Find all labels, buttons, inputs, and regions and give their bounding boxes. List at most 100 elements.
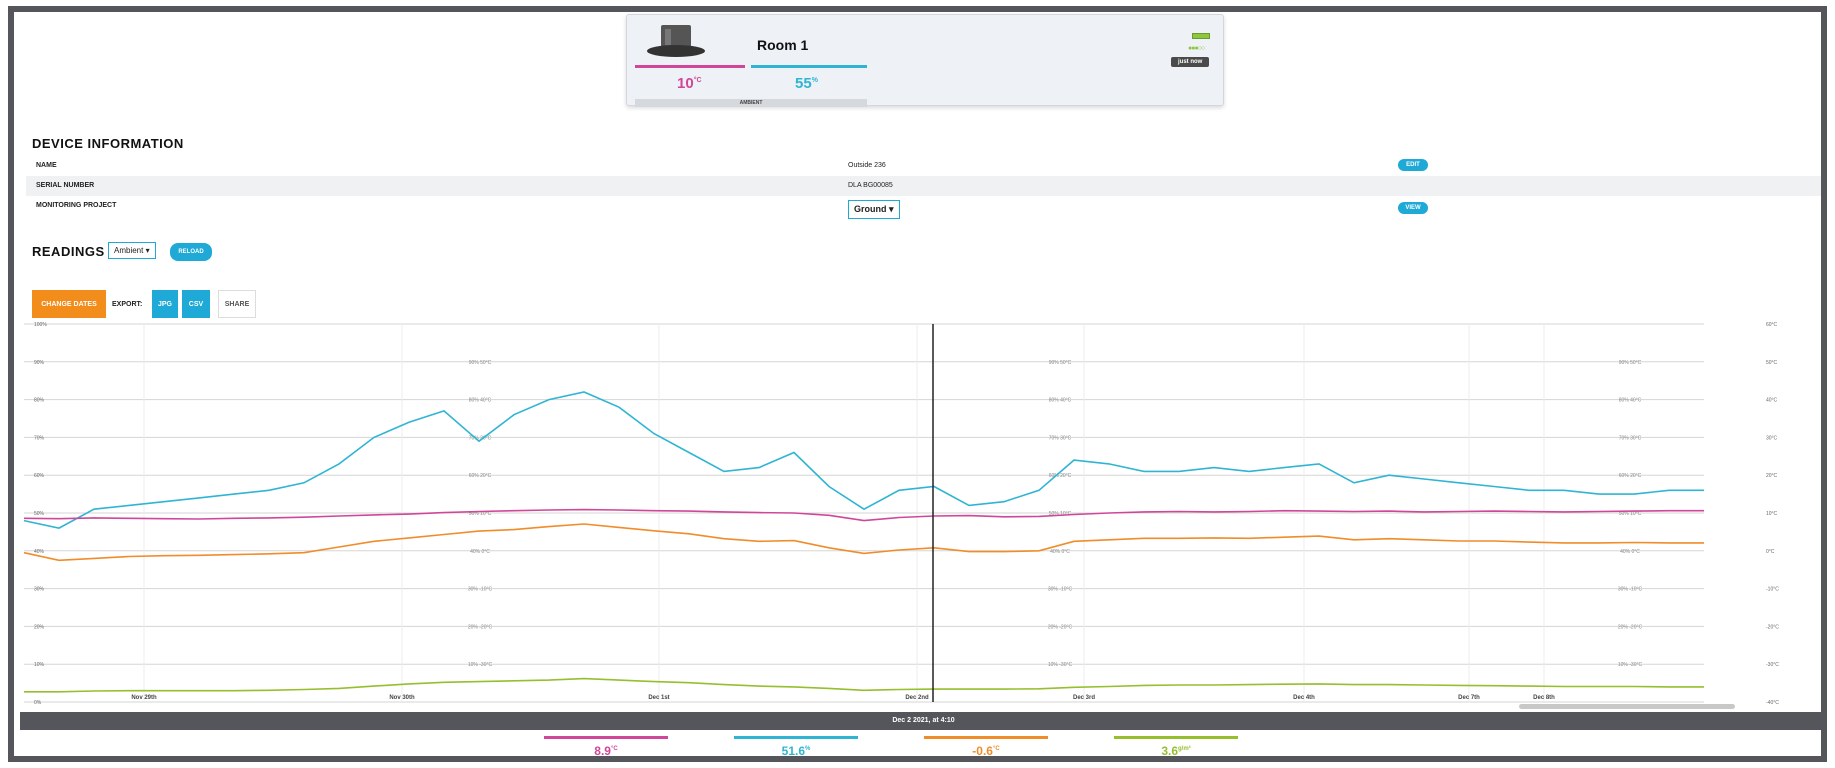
footer-dewpoint-value: -0.6°C bbox=[972, 744, 1000, 758]
left-tick-label: 20% bbox=[34, 624, 45, 630]
export-jpg-button[interactable]: JPG bbox=[152, 290, 178, 318]
share-button[interactable]: SHARE bbox=[218, 290, 256, 318]
inner-tick-label: 40% 0°C bbox=[1620, 549, 1640, 555]
inner-tick-label: 30% -10°C bbox=[1048, 587, 1073, 593]
inner-tick-label: 10% -30°C bbox=[1618, 662, 1643, 668]
footer-temperature-value: 8.9°C bbox=[594, 744, 618, 758]
inner-tick-label: 50% 10°C bbox=[1049, 511, 1072, 517]
left-tick-label: 10% bbox=[34, 662, 45, 668]
serial-number-value: DLA BG00085 bbox=[848, 182, 893, 189]
card-humidity: 55% bbox=[795, 75, 818, 92]
room-name: Room 1 bbox=[757, 37, 809, 53]
readings-chart[interactable]: 100% 60°C 90% 50°C 80% 40°C 70% 30°C 60% 20°C 50% 1… bbox=[14, 312, 1821, 712]
hat-icon bbox=[647, 25, 705, 57]
info-label: MONITORING PROJECT bbox=[36, 202, 117, 209]
inner-tick-label: 60% 20°C bbox=[1049, 473, 1072, 479]
right-tick-label: -10°C bbox=[1766, 587, 1779, 593]
inner-tick-label: 90% 50°C bbox=[1619, 360, 1642, 366]
inner-tick-label: 10% -30°C bbox=[468, 662, 493, 668]
footer-temperature-line bbox=[544, 736, 668, 739]
card-temperature: 10°C bbox=[677, 75, 702, 92]
mode-bar: AMBIENT bbox=[635, 99, 867, 107]
inner-tick-label: 30% -10°C bbox=[468, 587, 493, 593]
dewpoint-series-line bbox=[23, 523, 1704, 562]
x-tick-label: Nov 29th bbox=[131, 695, 157, 701]
inner-tick-label: 70% 30°C bbox=[469, 435, 492, 441]
inner-tick-label: 20% -20°C bbox=[1618, 624, 1643, 630]
x-tick-label: Dec 4th bbox=[1293, 695, 1315, 701]
device-card[interactable]: Room 1 10°C 55% AMBIENT ●●●○○ just now bbox=[626, 14, 1224, 107]
left-tick-label: 0% bbox=[34, 700, 42, 706]
right-tick-label: 0°C bbox=[1766, 549, 1775, 555]
left-tick-label: 60% bbox=[34, 473, 45, 479]
battery-icon bbox=[1192, 33, 1210, 39]
device-name-value: Outside 236 bbox=[848, 162, 886, 169]
left-tick-label: 80% bbox=[34, 398, 45, 404]
readings-title: READINGS bbox=[32, 244, 105, 259]
inner-tick-label: 90% 50°C bbox=[469, 360, 492, 366]
inner-tick-label: 40% 0°C bbox=[470, 549, 490, 555]
left-tick-label: 30% bbox=[34, 587, 45, 593]
x-tick-label: Dec 7th bbox=[1458, 695, 1480, 701]
inner-tick-label: 70% 30°C bbox=[1049, 435, 1072, 441]
inner-tick-label: 50% 10°C bbox=[1619, 511, 1642, 517]
updated-badge: just now bbox=[1171, 57, 1210, 67]
inner-tick-label: 20% -20°C bbox=[468, 624, 493, 630]
inner-tick-label: 80% 40°C bbox=[469, 398, 492, 404]
x-tick-label: Dec 2nd bbox=[905, 695, 929, 701]
right-tick-label: 60°C bbox=[1766, 322, 1778, 328]
temperature-series-line bbox=[23, 508, 1704, 522]
info-row-name: NAME Outside 236 EDIT bbox=[26, 156, 1821, 176]
signal-icon: ●●●○○ bbox=[1188, 45, 1205, 52]
inner-tick-label: 60% 20°C bbox=[1619, 473, 1642, 479]
export-label: EXPORT: bbox=[112, 301, 143, 308]
export-csv-button[interactable]: CSV bbox=[182, 290, 210, 318]
right-tick-label: 50°C bbox=[1766, 360, 1778, 366]
footer-humidity-line bbox=[734, 736, 858, 739]
right-tick-label: -40°C bbox=[1766, 700, 1779, 706]
info-row-project: MONITORING PROJECT Ground ▾ VIEW bbox=[26, 196, 1821, 224]
view-button[interactable]: VIEW bbox=[1398, 202, 1428, 214]
chart-scrollbar[interactable] bbox=[1519, 704, 1735, 709]
right-tick-label: 20°C bbox=[1766, 473, 1778, 479]
humidity-underline bbox=[751, 65, 867, 68]
inner-tick-label: 30% -10°C bbox=[1618, 587, 1643, 593]
change-dates-button[interactable]: CHANGE DATES bbox=[32, 290, 106, 318]
cursor-timestamp: Dec 2 2021, at 4:10 bbox=[20, 712, 1827, 730]
inner-tick-label: 10% -30°C bbox=[1048, 662, 1073, 668]
readings-mode-select[interactable]: Ambient ▾ bbox=[108, 242, 156, 259]
info-label: NAME bbox=[36, 162, 57, 169]
footer-humidity-value: 51.6% bbox=[781, 744, 811, 758]
device-info-title: DEVICE INFORMATION bbox=[32, 136, 184, 151]
inner-tick-label: 60% 20°C bbox=[469, 473, 492, 479]
footer-dewpoint-line bbox=[924, 736, 1048, 739]
inner-tick-label: 80% 40°C bbox=[1619, 398, 1642, 404]
inner-tick-label: 40% 0°C bbox=[1050, 549, 1070, 555]
left-tick-label: 50% bbox=[34, 511, 45, 517]
x-tick-label: Nov 30th bbox=[389, 695, 415, 701]
footer-absolute-line bbox=[1114, 736, 1238, 739]
left-tick-label: 70% bbox=[34, 435, 45, 441]
right-tick-label: 10°C bbox=[1766, 511, 1778, 517]
absolute-series-line bbox=[24, 677, 1704, 693]
left-tick-label: 100% bbox=[34, 322, 47, 328]
x-tick-label: Dec 8th bbox=[1533, 695, 1555, 701]
reload-button[interactable]: RELOAD bbox=[170, 243, 212, 261]
inner-tick-label: 70% 30°C bbox=[1619, 435, 1642, 441]
inner-tick-label: 20% -20°C bbox=[1048, 624, 1073, 630]
app-frame: Room 1 10°C 55% AMBIENT ●●●○○ just now D… bbox=[8, 6, 1827, 762]
right-tick-label: 40°C bbox=[1766, 398, 1778, 404]
inner-tick-label: 80% 40°C bbox=[1049, 398, 1072, 404]
right-tick-label: 30°C bbox=[1766, 435, 1778, 441]
x-tick-label: Dec 3rd bbox=[1073, 695, 1095, 701]
left-tick-label: 40% bbox=[34, 549, 45, 555]
left-tick-label: 90% bbox=[34, 360, 45, 366]
footer-absolute-value: 3.6g/m³ bbox=[1161, 744, 1191, 758]
right-tick-label: -20°C bbox=[1766, 624, 1779, 630]
inner-tick-label: 90% 50°C bbox=[1049, 360, 1072, 366]
info-label: SERIAL NUMBER bbox=[36, 182, 95, 189]
project-select[interactable]: Ground ▾ bbox=[848, 200, 900, 219]
humidity-series-line bbox=[23, 391, 1704, 529]
edit-button[interactable]: EDIT bbox=[1398, 159, 1428, 171]
temperature-underline bbox=[635, 65, 745, 68]
